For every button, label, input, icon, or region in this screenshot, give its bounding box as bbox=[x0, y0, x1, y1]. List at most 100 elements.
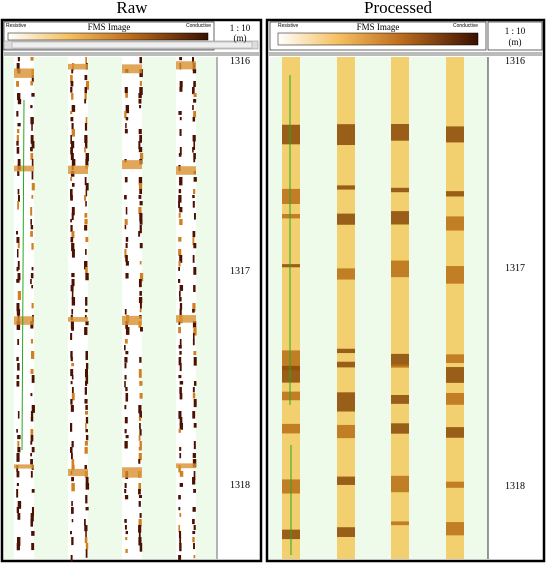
streak bbox=[138, 183, 143, 190]
streak bbox=[125, 105, 130, 114]
streak bbox=[85, 423, 87, 429]
streak bbox=[71, 123, 74, 130]
color-bar bbox=[7, 32, 209, 41]
streak bbox=[70, 531, 72, 535]
streak bbox=[30, 279, 32, 285]
streak bbox=[125, 255, 128, 262]
streak bbox=[84, 465, 88, 470]
streak bbox=[16, 357, 19, 361]
streak bbox=[192, 339, 195, 346]
streak bbox=[71, 213, 74, 221]
streak bbox=[193, 159, 196, 163]
streak bbox=[193, 471, 196, 480]
streak bbox=[125, 207, 128, 215]
streak bbox=[179, 471, 184, 477]
streak bbox=[124, 195, 127, 200]
streak bbox=[70, 351, 73, 359]
streak bbox=[71, 297, 76, 306]
streak bbox=[85, 507, 89, 511]
streak bbox=[31, 303, 34, 309]
streak bbox=[179, 423, 184, 430]
streak bbox=[70, 357, 73, 362]
streak bbox=[16, 141, 19, 146]
band bbox=[68, 317, 88, 322]
streak bbox=[85, 375, 89, 384]
streak bbox=[138, 405, 142, 414]
streak bbox=[17, 201, 19, 210]
streak bbox=[70, 75, 73, 83]
streak bbox=[85, 237, 89, 243]
streak bbox=[178, 261, 181, 267]
streak bbox=[85, 405, 88, 410]
streak bbox=[70, 369, 74, 377]
streak bbox=[84, 225, 88, 231]
depth-label: 1317 bbox=[505, 263, 525, 274]
streak bbox=[30, 273, 34, 279]
streak bbox=[192, 453, 196, 458]
streak bbox=[31, 183, 35, 191]
band bbox=[337, 476, 355, 485]
band bbox=[14, 464, 34, 469]
streak bbox=[70, 405, 74, 412]
streak bbox=[192, 309, 195, 313]
streak bbox=[84, 381, 88, 386]
streak bbox=[139, 201, 143, 206]
streak bbox=[178, 213, 181, 218]
streak bbox=[16, 135, 19, 142]
streak bbox=[17, 261, 20, 270]
streak bbox=[193, 357, 197, 366]
streak bbox=[139, 57, 142, 64]
band bbox=[282, 423, 300, 434]
streak bbox=[31, 123, 33, 131]
streak bbox=[70, 87, 73, 93]
streak bbox=[84, 525, 88, 532]
streak bbox=[138, 447, 142, 451]
streak bbox=[124, 525, 127, 530]
band bbox=[391, 475, 409, 493]
streak bbox=[71, 231, 75, 239]
streak bbox=[139, 543, 143, 552]
streak bbox=[178, 531, 182, 539]
header-scale: 1 : 10 bbox=[505, 26, 526, 36]
header-scale: 1 : 10 bbox=[230, 23, 251, 33]
streak bbox=[30, 153, 34, 160]
streak bbox=[193, 177, 197, 182]
streak bbox=[70, 81, 74, 87]
streak bbox=[138, 501, 141, 507]
streak bbox=[193, 441, 196, 450]
streak bbox=[139, 513, 142, 518]
streak bbox=[179, 543, 182, 552]
streak bbox=[17, 501, 22, 509]
streak bbox=[124, 339, 128, 344]
band bbox=[337, 361, 355, 368]
streak bbox=[85, 117, 88, 124]
streak bbox=[193, 243, 197, 249]
band bbox=[282, 350, 300, 371]
streak bbox=[85, 321, 89, 326]
streak bbox=[179, 147, 182, 156]
streak bbox=[17, 273, 21, 281]
streak bbox=[178, 429, 181, 433]
streak bbox=[16, 249, 19, 258]
streak bbox=[179, 117, 182, 121]
streak bbox=[84, 213, 88, 218]
header-left: Resistive bbox=[6, 23, 27, 29]
streak bbox=[125, 93, 128, 98]
scroll-thumb[interactable] bbox=[11, 41, 253, 49]
streak bbox=[193, 327, 197, 336]
streak bbox=[124, 489, 127, 494]
depth-label: 1316 bbox=[505, 56, 525, 67]
streak bbox=[138, 195, 142, 199]
streak bbox=[179, 219, 183, 226]
streak bbox=[70, 117, 74, 122]
band bbox=[446, 481, 464, 488]
streak bbox=[139, 87, 143, 95]
streak bbox=[31, 93, 35, 97]
streak bbox=[193, 99, 197, 103]
streak bbox=[17, 99, 22, 105]
pad-strip bbox=[122, 57, 142, 559]
band bbox=[391, 423, 409, 434]
streak bbox=[71, 501, 73, 507]
streak bbox=[138, 141, 141, 150]
streak bbox=[138, 417, 142, 421]
